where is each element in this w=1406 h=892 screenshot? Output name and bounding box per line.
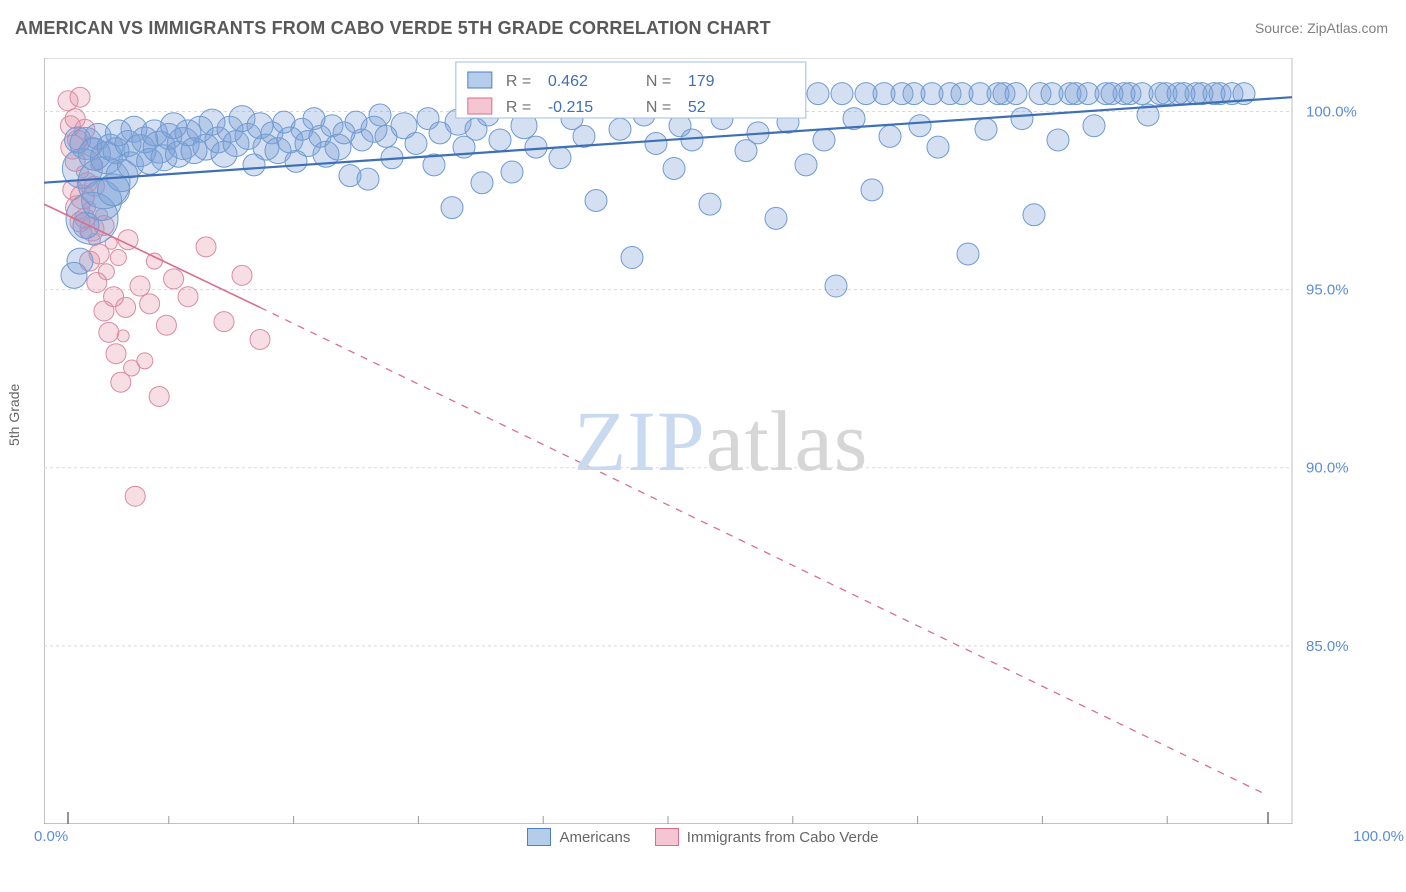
legend-swatch-americans <box>527 828 551 846</box>
legend-label-cabo-verde: Immigrants from Cabo Verde <box>687 829 879 846</box>
chart-container: AMERICAN VS IMMIGRANTS FROM CABO VERDE 5… <box>0 0 1406 892</box>
svg-text:95.0%: 95.0% <box>1306 282 1349 299</box>
svg-text:100.0%: 100.0% <box>1306 103 1357 120</box>
svg-text:52: 52 <box>688 99 706 116</box>
source-label: Source: ZipAtlas.com <box>1255 20 1388 36</box>
svg-text:85.0%: 85.0% <box>1306 638 1349 655</box>
bottom-legend: Americans Immigrants from Cabo Verde <box>0 828 1406 858</box>
svg-text:179: 179 <box>688 73 715 90</box>
chart-area: 85.0% 90.0% 95.0% 100.0% R = 0.462 N = 179 R = -0… <box>44 58 1398 824</box>
y-axis-label: 5th Grade <box>6 384 22 446</box>
svg-text:N =: N = <box>646 99 671 116</box>
legend-item-americans: Americans <box>527 828 630 846</box>
svg-text:0.462: 0.462 <box>548 73 588 90</box>
svg-text:R =: R = <box>506 99 531 116</box>
chart-title: AMERICAN VS IMMIGRANTS FROM CABO VERDE 5… <box>15 18 771 39</box>
legend-label-americans: Americans <box>559 829 630 846</box>
svg-text:N =: N = <box>646 73 671 90</box>
legend-item-cabo-verde: Immigrants from Cabo Verde <box>655 828 879 846</box>
svg-text:R =: R = <box>506 73 531 90</box>
svg-text:-0.215: -0.215 <box>548 99 593 116</box>
scatter-plot: 85.0% 90.0% 95.0% 100.0% R = 0.462 N = 179 R = -0… <box>44 58 1398 824</box>
legend-swatch-cabo-verde <box>655 828 679 846</box>
svg-text:90.0%: 90.0% <box>1306 460 1349 477</box>
